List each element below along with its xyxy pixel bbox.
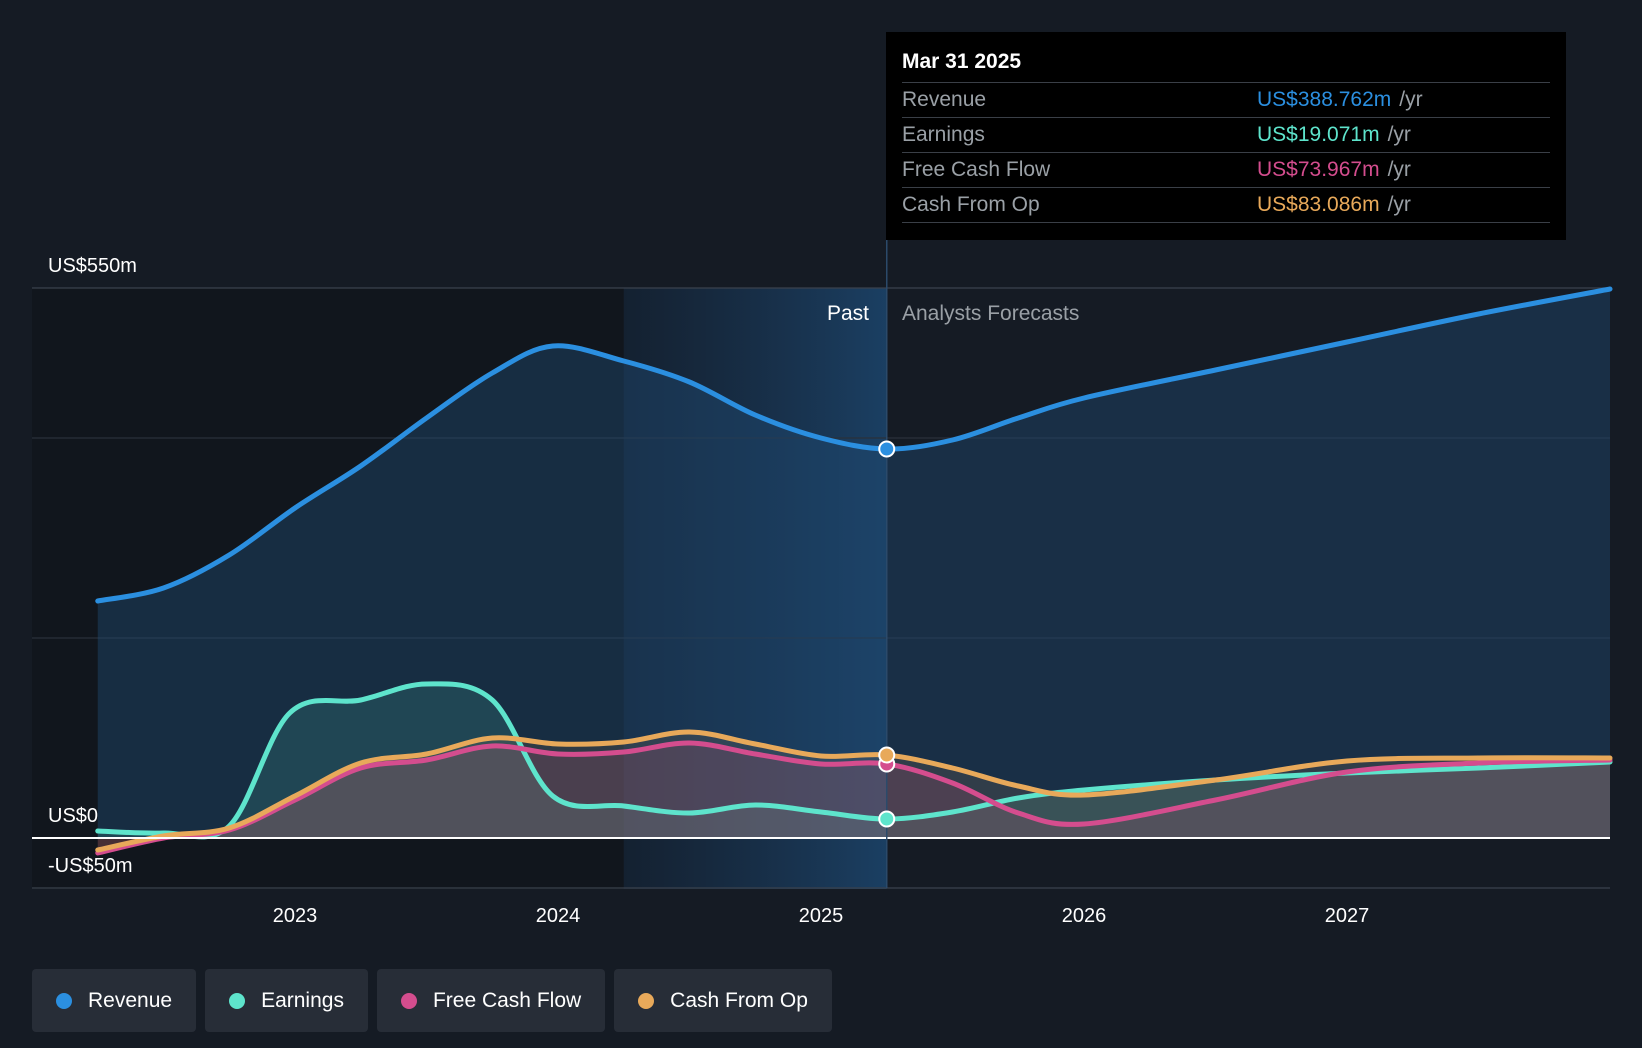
y-label-bottom: -US$50m <box>48 855 132 877</box>
grid-lines <box>32 287 1610 889</box>
x-tick-label: 2024 <box>536 905 581 927</box>
earnings-line <box>95 681 1613 840</box>
x-tick-label: 2027 <box>1325 905 1370 927</box>
tooltip-value: US$73.967m <box>1257 158 1380 181</box>
forecast-label: Analysts Forecasts <box>902 302 1079 325</box>
free-cash-flow-line <box>95 740 1613 856</box>
tooltip-row-cash-from-op: Cash From Op US$83.086m /yr <box>902 187 1550 223</box>
legend-item-cash-from-op[interactable]: Cash From Op <box>614 969 832 1032</box>
tooltip-unit: /yr <box>1387 158 1411 181</box>
series-areas <box>97 289 1610 853</box>
legend: Revenue Earnings Free Cash Flow Cash Fro… <box>32 969 832 1032</box>
cash-from-op-dot-icon <box>638 992 655 1009</box>
legend-label: Free Cash Flow <box>432 988 582 1012</box>
cash-from-op-marker <box>878 746 896 764</box>
legend-item-earnings[interactable]: Earnings <box>205 969 368 1032</box>
cash-from-op-line <box>95 729 1613 853</box>
tooltip-unit: /yr <box>1387 123 1411 146</box>
y-label-top: US$550m <box>48 255 137 277</box>
tooltip-row-earnings: Earnings US$19.071m /yr <box>902 117 1550 152</box>
x-axis-ticks: 2023 2024 2025 2026 2027 <box>273 905 1370 927</box>
tooltip-unit: /yr <box>1387 193 1411 216</box>
legend-item-revenue[interactable]: Revenue <box>32 969 197 1032</box>
legend-label: Cash From Op <box>670 988 808 1012</box>
legend-item-free-cash-flow[interactable]: Free Cash Flow <box>376 969 606 1032</box>
tooltip-date: Mar 31 2025 <box>902 50 1022 73</box>
legend-label: Revenue <box>88 988 173 1012</box>
tooltip-value: US$19.071m <box>1257 123 1380 146</box>
legend-label: Earnings <box>261 988 344 1012</box>
x-tick-label: 2026 <box>1062 905 1107 927</box>
x-tick-label: 2023 <box>273 905 318 927</box>
tooltip-unit: /yr <box>1399 88 1423 111</box>
revenue-marker <box>878 440 896 458</box>
tooltip-value: US$388.762m <box>1257 88 1392 111</box>
tooltip-row-free-cash-flow: Free Cash Flow US$73.967m /yr <box>902 152 1550 187</box>
earnings-area <box>97 683 1610 838</box>
free-cash-flow-area <box>97 742 1610 853</box>
earnings-dot-icon <box>229 992 246 1009</box>
x-tick-label: 2025 <box>799 905 844 927</box>
hover-markers <box>878 440 896 828</box>
tooltip-value: US$83.086m <box>1257 193 1380 216</box>
revenue-line <box>95 286 1613 604</box>
free-cash-flow-dot-icon <box>400 992 417 1009</box>
tooltip-label: Earnings <box>902 123 985 146</box>
tooltip-label: Revenue <box>902 88 987 111</box>
past-label: Past <box>827 302 869 325</box>
y-label-zero: US$0 <box>48 805 98 827</box>
tooltip-label: Free Cash Flow <box>902 158 1051 181</box>
series-lines <box>95 286 1613 856</box>
tooltip: Mar 31 2025 Revenue US$388.762m /yr Earn… <box>886 32 1566 240</box>
highlight-region <box>623 288 887 889</box>
earnings-marker <box>878 810 896 828</box>
cash-from-op-area <box>97 731 1610 850</box>
revenue-area <box>97 289 1610 838</box>
revenue-dot-icon <box>56 992 72 1009</box>
tooltip-row-revenue: Revenue US$388.762m /yr <box>902 82 1550 117</box>
tooltip-label: Cash From Op <box>902 193 1040 216</box>
